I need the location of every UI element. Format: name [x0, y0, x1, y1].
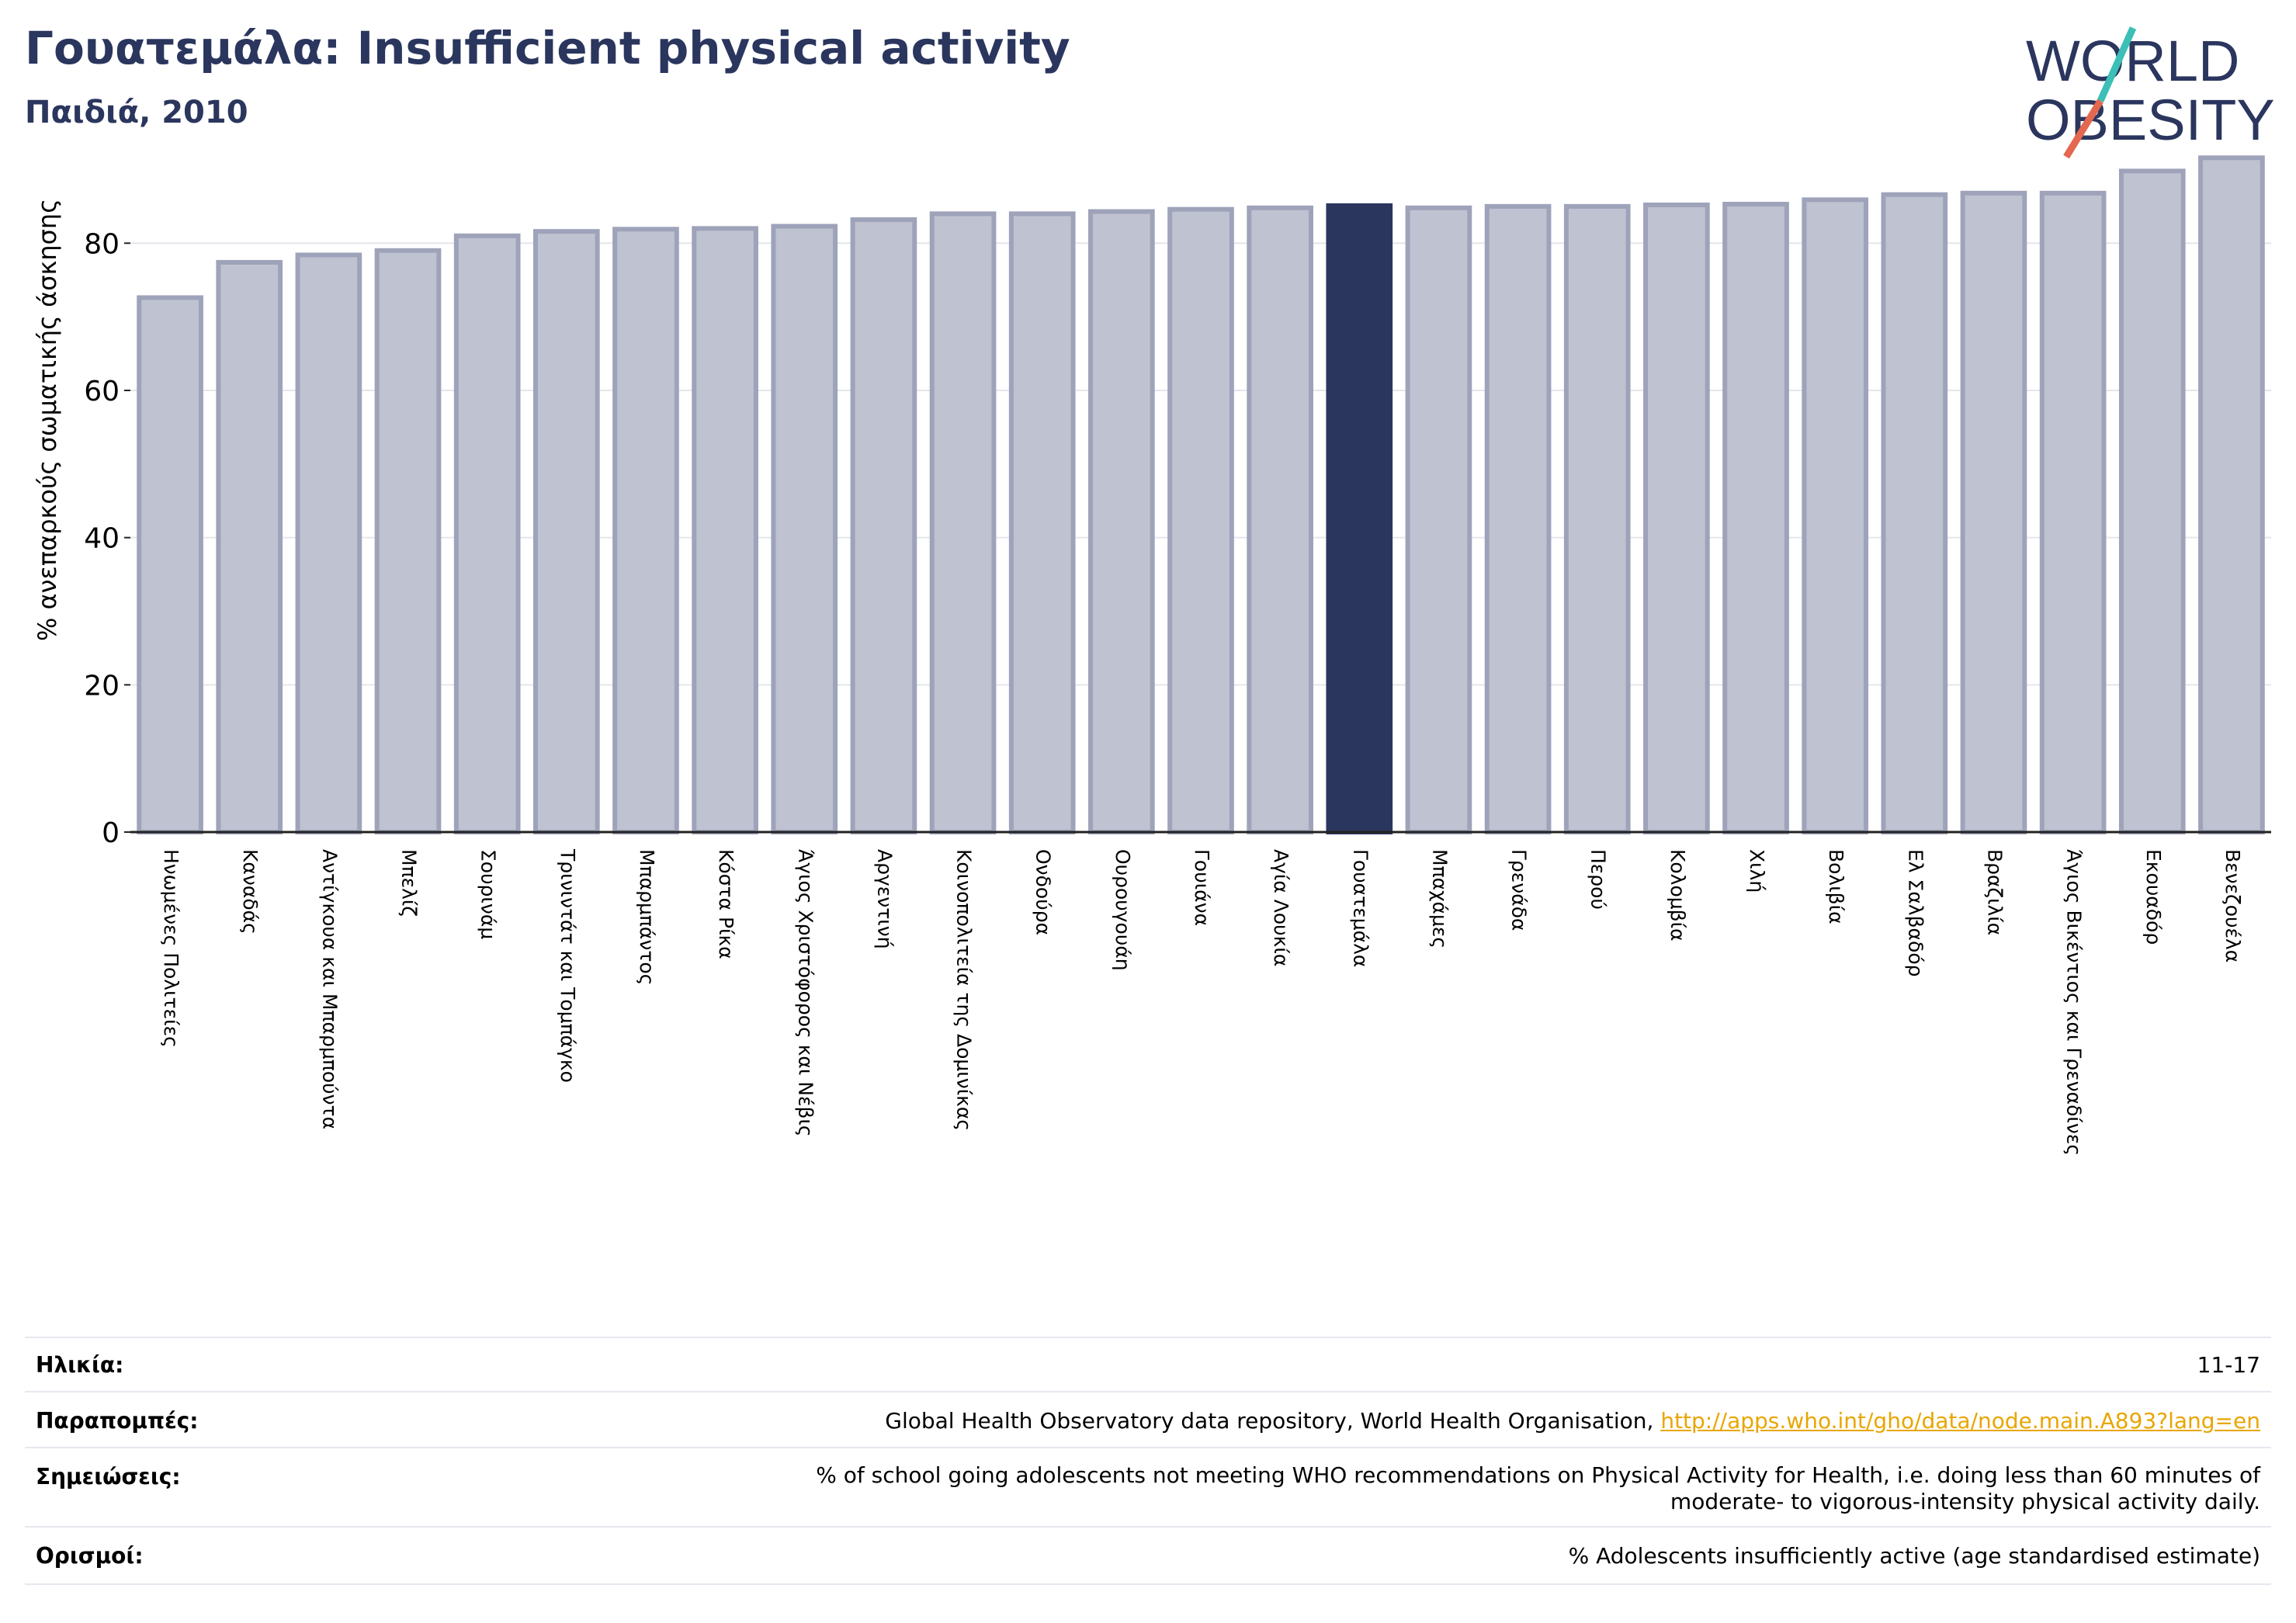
x-tick-label: Γουατεμάλα: [1349, 849, 1372, 967]
logo-line1: WORLD: [2026, 29, 2239, 93]
world-obesity-logo: WORLD OBESITY: [2026, 26, 2275, 159]
refs-link[interactable]: http://apps.who.int/gho/data/node.main.A…: [1660, 1408, 2260, 1434]
info-row-notes: Σημειώσεις: % of school going adolescent…: [25, 1447, 2271, 1528]
notes-label: Σημειώσεις:: [36, 1464, 181, 1489]
x-tick-label: Μπαχάμες: [1428, 849, 1451, 948]
x-tick-label: Κόστα Ρίκα: [715, 849, 737, 959]
x-tick-label: Αντίγκουα και Μπαρμπούντα: [318, 849, 341, 1129]
logo-teal-slash: [2097, 26, 2137, 102]
x-tick-label: Περού: [1587, 849, 1610, 910]
bar-chart: 0 20 40 60 80 Ηνωμένες Πολιτείες Καναδάς Αντίγ…: [33, 155, 2271, 1156]
refs-value: Global Health Observatory data repositor…: [885, 1408, 2260, 1434]
y-tick-label: 0: [102, 817, 120, 849]
logo-line2: OBESITY: [2026, 88, 2275, 152]
info-panel: Ηλικία: 11-17 Παραπομπές: Global Health …: [25, 1337, 2271, 1585]
bar-27: [2198, 155, 2265, 835]
y-tick-label: 60: [84, 376, 120, 407]
x-tick-label: Σουρινάμ: [477, 849, 500, 939]
defs-label: Ορισμοί:: [36, 1543, 144, 1569]
info-row-age: Ηλικία: 11-17: [25, 1337, 2271, 1392]
refs-label: Παραπομπές:: [36, 1408, 199, 1434]
bar-7: [612, 227, 679, 834]
x-tick-label: Γρενάδα: [1508, 849, 1531, 931]
bar-16: [1326, 203, 1393, 834]
x-tick-label: Γουιάνα: [1191, 849, 1213, 926]
x-tick-label: Μπελίζ: [398, 849, 421, 917]
x-tick-label: Ουρουγουάη: [1112, 849, 1134, 971]
page-title: Γουατεμάλα: Insufficient physical activi…: [25, 22, 1070, 75]
bar-22: [1802, 197, 1869, 834]
bar-9: [771, 224, 838, 834]
bar-4: [374, 248, 442, 835]
bar-25: [2039, 190, 2107, 835]
y-axis-label: % ανεπαρκούς σωματικής άσκησης: [33, 199, 62, 641]
age-label: Ηλικία:: [36, 1352, 124, 1378]
x-tick-labels: Ηνωμένες Πολιτείες Καναδάς Αντίγκουα και Μ…: [160, 848, 2244, 1156]
x-tick-label: Άγιος Βικέντιος και Γρεναδίνες: [2063, 849, 2086, 1156]
age-value: 11-17: [2197, 1352, 2260, 1378]
bar-15: [1247, 205, 1313, 834]
bar-18: [1484, 203, 1552, 834]
x-tick-label: Βενεζουέλα: [2221, 849, 2244, 962]
bar-2: [216, 259, 283, 835]
bar-11: [929, 211, 997, 834]
x-tick-label: Εκουαδόρ: [2142, 849, 2165, 945]
bar-17: [1405, 205, 1472, 834]
y-tick-labels: 0 20 40 60 80: [84, 228, 130, 849]
bar-6: [532, 229, 600, 834]
page-subtitle: Παιδιά, 2010: [25, 95, 248, 130]
logo-coral-slash: [2063, 99, 2104, 159]
bar-1: [137, 295, 203, 835]
info-row-defs: Ορισμοί: % Adolescents insufficiently ac…: [25, 1526, 2271, 1585]
x-tick-label: Αργεντινή: [873, 849, 896, 949]
x-tick-label: Τρινιντάτ και Τομπάγκο: [557, 848, 579, 1083]
x-tick-label: Χιλή: [1746, 849, 1768, 893]
bar-5: [453, 233, 521, 834]
x-tick-label: Ηνωμένες Πολιτείες: [160, 849, 182, 1048]
defs-value: % Adolescents insufficiently active (age…: [1568, 1543, 2260, 1569]
bars: [137, 155, 2265, 835]
x-tick-label: Κολομβία: [1667, 849, 1689, 942]
bar-20: [1643, 202, 1710, 834]
x-tick-label: Μπαρμπάντος: [636, 849, 658, 985]
bar-13: [1088, 209, 1155, 834]
bar-23: [1881, 192, 1948, 834]
bar-21: [1722, 202, 1789, 834]
x-tick-label: Άγιος Χριστόφορος και Νέβις: [794, 849, 817, 1137]
bar-19: [1563, 203, 1631, 834]
x-tick-label: Ελ Σαλβαδόρ: [1904, 849, 1927, 977]
y-tick-label: 20: [84, 670, 120, 702]
x-tick-label: Ονδούρα: [1032, 849, 1055, 935]
bar-26: [2118, 168, 2186, 834]
x-tick-label: Αγία Λουκία: [1270, 849, 1292, 966]
notes-value: % of school going adolescents not meetin…: [816, 1462, 2260, 1515]
x-tick-label: Βραζιλία: [1983, 849, 2006, 935]
bar-24: [1960, 190, 2027, 835]
bar-3: [295, 252, 362, 834]
info-row-refs: Παραπομπές: Global Health Observatory da…: [25, 1391, 2271, 1448]
notes-line-1: % of school going adolescents not meetin…: [816, 1462, 2260, 1488]
y-tick-label: 40: [84, 523, 120, 555]
bar-12: [1008, 211, 1076, 834]
bar-8: [692, 226, 758, 834]
bar-14: [1167, 206, 1234, 835]
bar-10: [850, 217, 917, 834]
x-tick-label: Κοινοπολιτεία της Δομινίκας: [953, 849, 976, 1131]
x-tick-label: Καναδάς: [239, 849, 262, 935]
refs-text: Global Health Observatory data repositor…: [885, 1408, 1661, 1434]
y-tick-label: 80: [84, 228, 120, 260]
notes-line-2: moderate- to vigorous-intensity physical…: [1670, 1489, 2260, 1514]
x-tick-label: Βολιβία: [1825, 849, 1847, 924]
